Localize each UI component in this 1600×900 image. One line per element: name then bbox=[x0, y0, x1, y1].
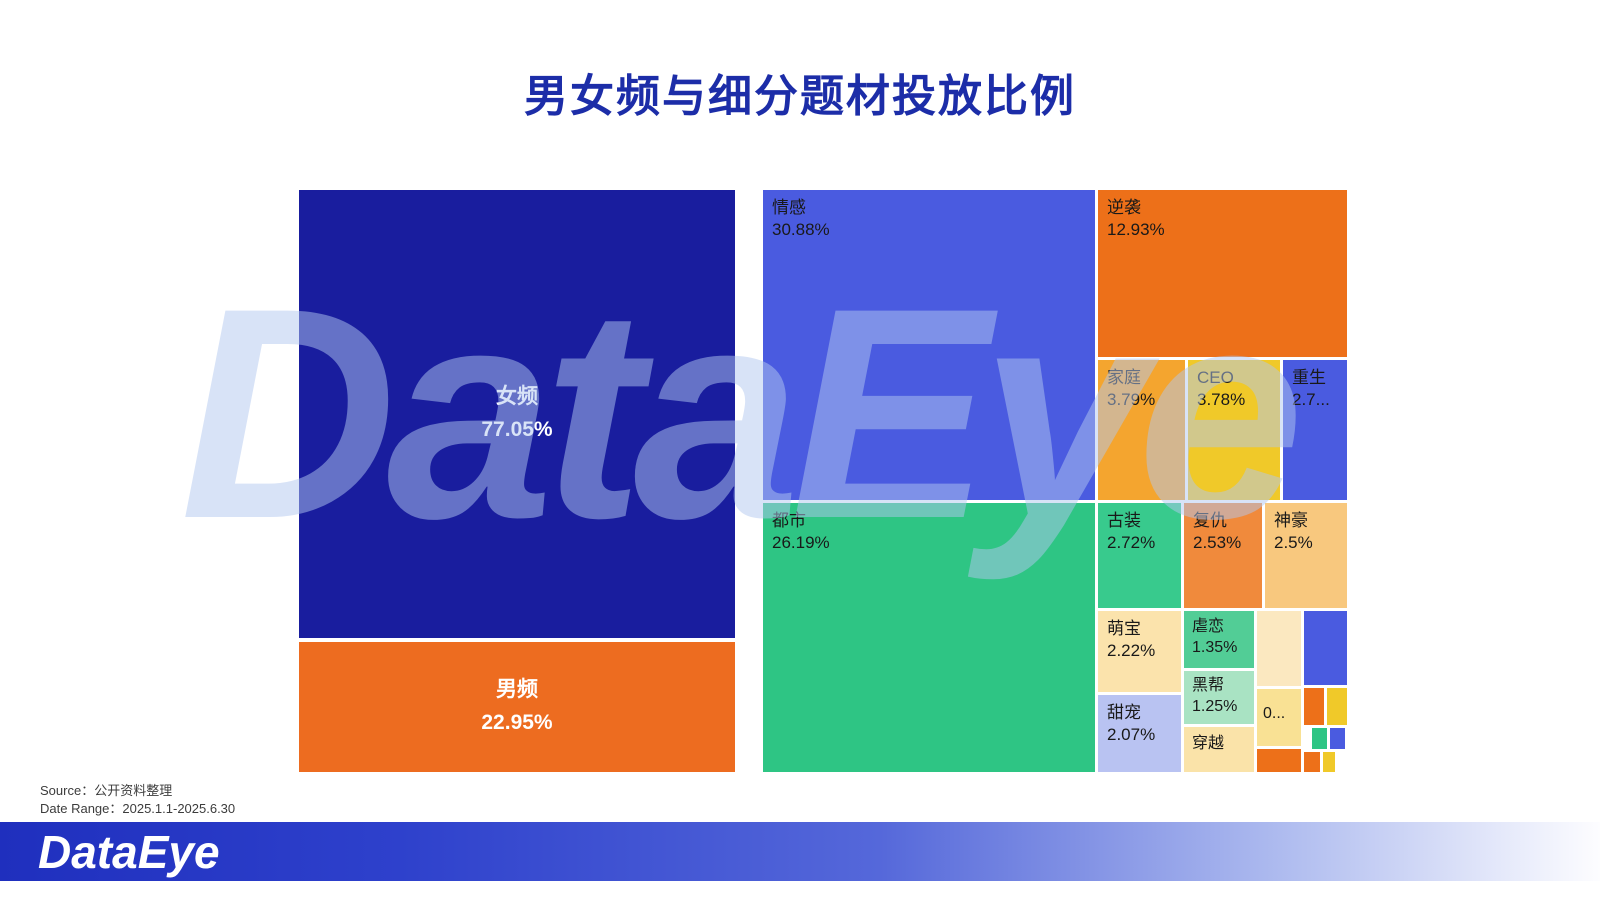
cell-pct: 2.53% bbox=[1193, 533, 1242, 553]
treemap-cell-small-orange bbox=[1304, 688, 1324, 725]
treemap-cell-urban: 都市 26.19% bbox=[763, 503, 1095, 772]
cell-name: 逆袭 bbox=[1107, 198, 1141, 217]
treemap-cell-tiny-yellow bbox=[1323, 752, 1335, 772]
treemap-cell-female: 女频 77.05% bbox=[299, 190, 735, 638]
source-block: Source：公开资料整理 Date Range：2025.1.1-2025.6… bbox=[40, 782, 235, 817]
treemap-cell-other: 0... bbox=[1257, 689, 1301, 746]
cell-pct: 12.93% bbox=[1107, 220, 1165, 240]
treemap-cell-tycoon: 神豪 2.5% bbox=[1265, 503, 1347, 608]
cell-name: 复仇 bbox=[1193, 511, 1227, 530]
treemap-cell-counterattack: 逆袭 12.93% bbox=[1098, 190, 1347, 357]
cell-pct: 26.19% bbox=[772, 533, 830, 553]
cell-pct: 2.5% bbox=[1274, 533, 1313, 553]
treemap-cell-revenge: 复仇 2.53% bbox=[1184, 503, 1262, 608]
date-range-text: Date Range：2025.1.1-2025.6.30 bbox=[40, 800, 236, 816]
cell-pct: 2.22% bbox=[1107, 641, 1156, 661]
cell-name: 萌宝 bbox=[1107, 619, 1141, 638]
treemap-cell-tiny-blue bbox=[1330, 728, 1345, 749]
treemap-cell-small-orange-strip bbox=[1257, 749, 1301, 772]
treemap-cell-gang: 黑帮 1.25% bbox=[1184, 671, 1254, 724]
cell-name: 穿越 bbox=[1192, 735, 1225, 752]
cell-name: 家庭 bbox=[1107, 368, 1141, 387]
cell-name: CEO bbox=[1197, 368, 1234, 387]
dataeye-logo: DataEye bbox=[38, 825, 220, 878]
cell-pct: 2.7... bbox=[1292, 390, 1330, 410]
treemap-cell-time-travel: 穿越 bbox=[1184, 727, 1254, 772]
treemap-cell-small-blue bbox=[1304, 611, 1347, 685]
cell-name: 都市 bbox=[772, 511, 806, 530]
cell-name: 虐恋 bbox=[1192, 618, 1225, 635]
cell-pct: 3.79% bbox=[1107, 390, 1156, 410]
treemap-cell-unlabeled-cream bbox=[1257, 611, 1301, 686]
cell-pct: 2.72% bbox=[1107, 533, 1156, 553]
treemap-cell-family: 家庭 3.79% bbox=[1098, 360, 1185, 500]
cell-pct: 77.05% bbox=[481, 418, 553, 441]
treemap-cell-costume: 古装 2.72% bbox=[1098, 503, 1181, 608]
treemap-cell-male: 男频 22.95% bbox=[299, 642, 735, 772]
cell-pct: 1.25% bbox=[1192, 698, 1238, 716]
cell-name: 女频 bbox=[495, 385, 538, 409]
treemap-cell-rebirth: 重生 2.7... bbox=[1283, 360, 1347, 500]
cell-pct: 3.78% bbox=[1197, 390, 1246, 410]
cell-pct: 2.07% bbox=[1107, 725, 1156, 745]
cell-name: 黑帮 bbox=[1192, 677, 1225, 694]
treemap-cell-cute-baby: 萌宝 2.22% bbox=[1098, 611, 1181, 692]
treemap-cell-tiny-orange bbox=[1304, 752, 1320, 772]
treemap-cell-tortured-love: 虐恋 1.35% bbox=[1184, 611, 1254, 668]
footer-bar: DataEye bbox=[0, 822, 1600, 881]
cell-name: 重生 bbox=[1292, 368, 1326, 387]
treemap-cell-small-yellow bbox=[1327, 688, 1347, 725]
cell-pct: 30.88% bbox=[772, 220, 830, 240]
cell-name: 男频 bbox=[495, 678, 538, 702]
treemap-cell-emotion: 情感 30.88% bbox=[763, 190, 1095, 500]
gender-treemap: 女频 77.05% 男频 22.95% bbox=[299, 190, 735, 772]
cell-pct: 1.35% bbox=[1192, 639, 1238, 657]
treemap-cell-tiny-green bbox=[1312, 728, 1327, 749]
page-title: 男女频与细分题材投放比例 bbox=[524, 72, 1076, 121]
themes-treemap: 情感 30.88% 逆袭 12.93% 家庭 3.79% CEO 3.78% bbox=[763, 190, 1347, 772]
cell-name: 古装 bbox=[1107, 511, 1141, 530]
treemap-cell-sweet-pet: 甜宠 2.07% bbox=[1098, 695, 1181, 772]
cell-name: 神豪 bbox=[1274, 511, 1308, 530]
cell-pct: 22.95% bbox=[481, 711, 553, 734]
source-text: Source：公开资料整理 bbox=[40, 783, 173, 798]
cell-name: 0... bbox=[1263, 705, 1286, 722]
treemap-cell-ceo: CEO 3.78% bbox=[1188, 360, 1280, 500]
cell-name: 甜宠 bbox=[1107, 703, 1141, 722]
cell-name: 情感 bbox=[772, 198, 806, 217]
